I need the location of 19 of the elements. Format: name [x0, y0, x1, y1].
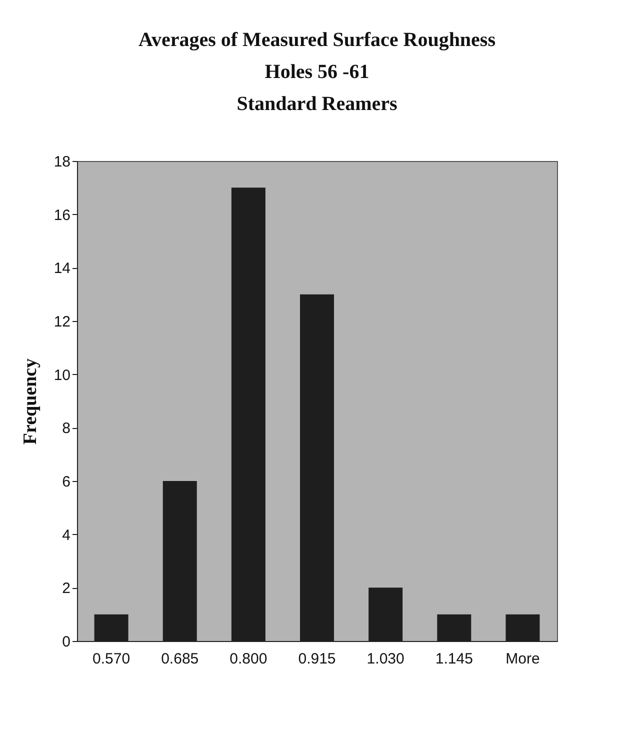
y-tick-label: 4 [62, 526, 70, 544]
x-tick-label: 0.685 [161, 650, 199, 668]
y-tick-label: 18 [54, 154, 70, 170]
x-tick-label: More [506, 650, 540, 668]
y-tick-label: 12 [54, 314, 70, 330]
x-tick-label: 0.800 [230, 650, 268, 668]
y-tick-label: 14 [54, 260, 70, 278]
y-tick-label: 16 [54, 206, 70, 224]
x-tick-label: 0.915 [298, 650, 336, 668]
chart-title: Averages of Measured Surface Roughness Holes 56 -61 Standard Reamers [138, 29, 496, 115]
x-tick-label: 1.145 [435, 650, 473, 668]
x-tick-label: 1.030 [366, 650, 404, 668]
y-tick-label: 2 [62, 580, 70, 598]
y-tick-label: 6 [62, 474, 70, 490]
y-tick-label: 0 [62, 634, 70, 650]
x-tick-label: 0.570 [92, 650, 130, 668]
y-tick-label: 8 [62, 420, 70, 438]
y-tick-label: 10 [54, 366, 70, 384]
y-axis-title: Frequency [20, 358, 41, 445]
